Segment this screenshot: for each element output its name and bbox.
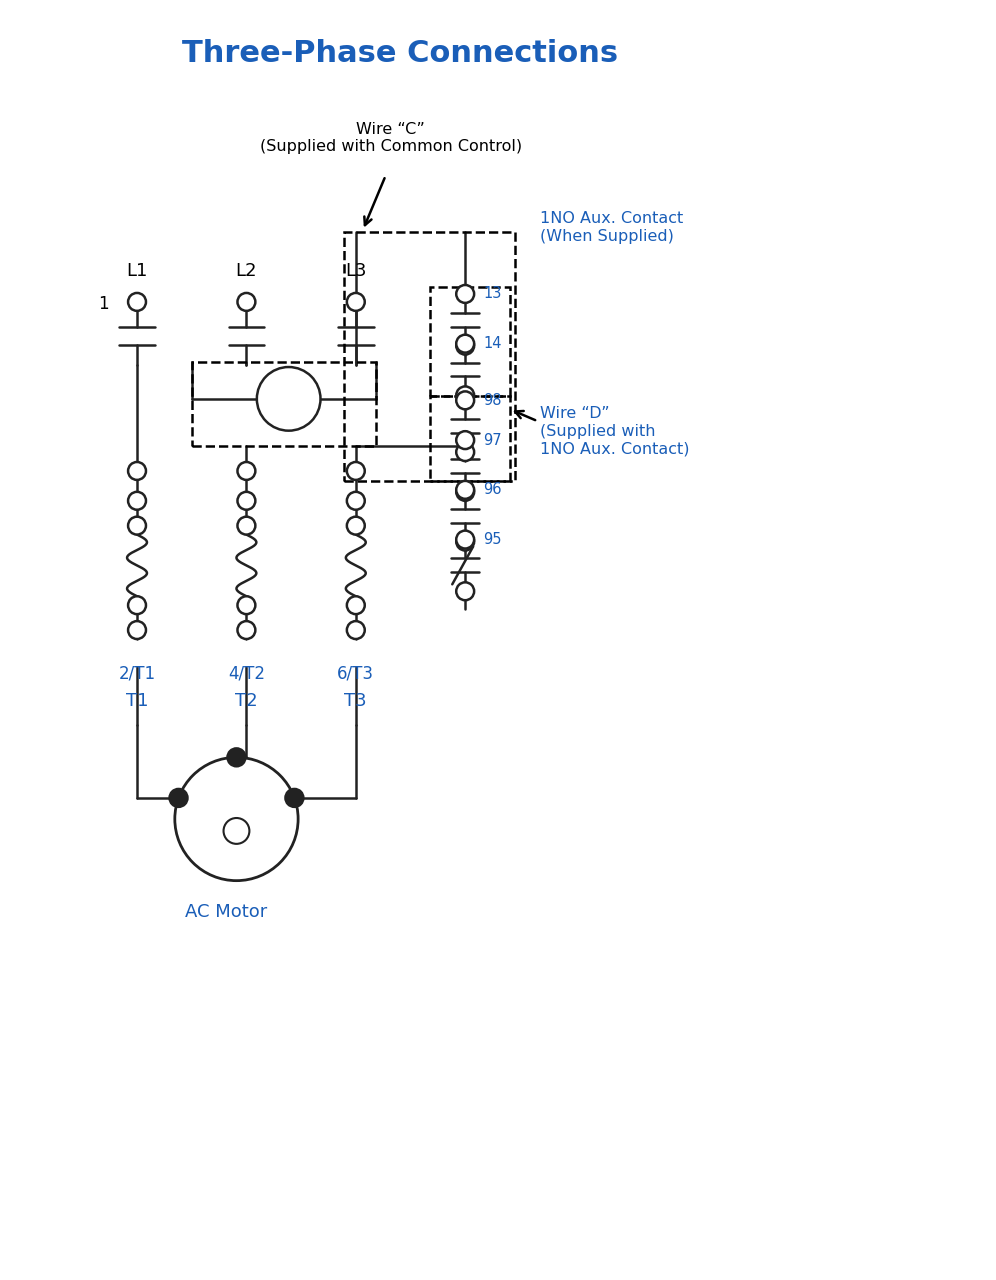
- Text: Three-Phase Connections: Three-Phase Connections: [182, 38, 619, 68]
- Circle shape: [347, 517, 365, 535]
- Circle shape: [456, 443, 474, 461]
- Text: 1: 1: [99, 294, 110, 312]
- Bar: [430, 287, 510, 397]
- Circle shape: [175, 758, 298, 881]
- Circle shape: [347, 293, 365, 311]
- Circle shape: [456, 285, 474, 303]
- Circle shape: [347, 462, 365, 480]
- Circle shape: [456, 392, 474, 410]
- Text: L2: L2: [236, 262, 257, 280]
- Text: 13: 13: [483, 287, 501, 302]
- Circle shape: [456, 582, 474, 600]
- Circle shape: [128, 293, 146, 311]
- Circle shape: [128, 492, 146, 509]
- Text: T1: T1: [125, 691, 148, 709]
- Text: 98: 98: [483, 393, 502, 408]
- Circle shape: [128, 462, 146, 480]
- Circle shape: [237, 293, 255, 311]
- Text: Wire “C”
(Supplied with Common Control): Wire “C” (Supplied with Common Control): [260, 122, 522, 154]
- Circle shape: [456, 334, 474, 352]
- Circle shape: [128, 517, 146, 535]
- Circle shape: [286, 788, 304, 806]
- Text: L3: L3: [345, 262, 367, 280]
- Text: 97: 97: [483, 433, 502, 448]
- Circle shape: [169, 788, 187, 806]
- Text: AC Motor: AC Motor: [185, 902, 268, 920]
- Circle shape: [227, 749, 245, 767]
- Circle shape: [456, 531, 474, 549]
- Circle shape: [128, 596, 146, 614]
- Circle shape: [456, 337, 474, 355]
- Circle shape: [257, 367, 321, 430]
- Circle shape: [347, 621, 365, 639]
- Text: 6/T3: 6/T3: [338, 664, 374, 682]
- Circle shape: [128, 621, 146, 639]
- Circle shape: [456, 387, 474, 404]
- Text: T3: T3: [345, 691, 368, 709]
- Text: T2: T2: [235, 691, 258, 709]
- Text: 95: 95: [483, 532, 502, 547]
- Circle shape: [347, 596, 365, 614]
- Circle shape: [237, 462, 255, 480]
- Text: 4/T2: 4/T2: [228, 664, 265, 682]
- Circle shape: [237, 596, 255, 614]
- Circle shape: [456, 481, 474, 499]
- Bar: [344, 232, 515, 481]
- Circle shape: [237, 492, 255, 509]
- Text: Wire “D”
(Supplied with
1NO Aux. Contact): Wire “D” (Supplied with 1NO Aux. Contact…: [540, 406, 689, 456]
- Text: 1NO Aux. Contact
(When Supplied): 1NO Aux. Contact (When Supplied): [540, 211, 683, 243]
- Bar: [191, 361, 375, 447]
- Circle shape: [347, 492, 365, 509]
- Circle shape: [237, 517, 255, 535]
- Circle shape: [223, 818, 249, 844]
- Text: 96: 96: [483, 483, 502, 498]
- Circle shape: [456, 532, 474, 550]
- Circle shape: [237, 621, 255, 639]
- Text: L1: L1: [126, 262, 147, 280]
- Text: 14: 14: [483, 337, 502, 351]
- Bar: [430, 397, 510, 481]
- Text: 2/T1: 2/T1: [119, 664, 155, 682]
- Circle shape: [456, 431, 474, 449]
- Circle shape: [456, 483, 474, 500]
